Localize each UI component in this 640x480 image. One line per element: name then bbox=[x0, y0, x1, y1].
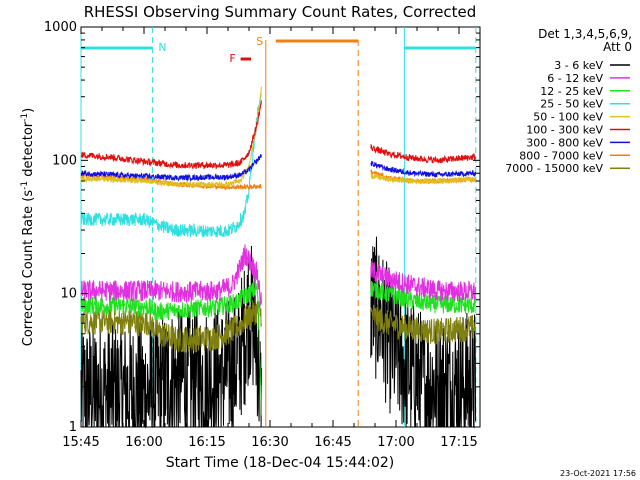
series-8-segment-0 bbox=[80, 300, 262, 353]
x-tick-label-6: 17:15 bbox=[440, 435, 477, 450]
axis-ticks bbox=[80, 27, 481, 428]
y-tick-label-1: 10 bbox=[60, 287, 77, 302]
flare-label: F bbox=[229, 52, 235, 65]
x-tick-label-4: 16:45 bbox=[314, 435, 351, 450]
y-tick-label-3: 1000 bbox=[44, 20, 77, 35]
chart-title: RHESSI Observing Summary Count Rates, Co… bbox=[84, 3, 477, 21]
x-tick-labels: 15:45 16:00 16:15 16:30 16:45 17:00 17:15 bbox=[62, 435, 477, 450]
y-axis-label-superscript-2: -1 bbox=[20, 113, 30, 122]
legend-entry-label-4: 50 - 100 keV bbox=[533, 111, 603, 124]
plot-area: N S F bbox=[80, 26, 481, 429]
legend-entry-label-0: 3 - 6 keV bbox=[554, 59, 603, 72]
series-layer bbox=[80, 86, 477, 429]
footer-timestamp: 23-Oct-2021 17:56 bbox=[560, 469, 636, 478]
x-tick-label-3: 16:30 bbox=[251, 435, 288, 450]
legend-entry-label-8: 7000 - 15000 keV bbox=[505, 162, 603, 175]
legend-entry-label-3: 25 - 50 keV bbox=[540, 98, 603, 111]
legend-entry-label-2: 12 - 25 keV bbox=[540, 85, 603, 98]
y-axis-label-middle: detector bbox=[21, 121, 36, 181]
series-4-segment-1 bbox=[370, 173, 477, 186]
series-8-segment-1 bbox=[370, 304, 477, 345]
x-tick-label-2: 16:15 bbox=[188, 435, 225, 450]
x-axis-label: Start Time (18-Dec-04 15:44:02) bbox=[166, 455, 394, 471]
legend-entry-label-7: 800 - 7000 keV bbox=[519, 149, 603, 162]
y-axis-label: Corrected Count Rate (s-1 detector-1) bbox=[20, 108, 36, 346]
series-2-segment-1 bbox=[370, 280, 477, 314]
series-1-segment-1 bbox=[370, 260, 476, 304]
series-2-segment-0 bbox=[80, 281, 262, 416]
y-axis-label-end: ) bbox=[21, 108, 36, 113]
x-tick-label-5: 17:00 bbox=[377, 435, 414, 450]
y-axis-label-superscript-1: -1 bbox=[20, 181, 30, 190]
saa-label: S bbox=[256, 35, 263, 48]
night-label: N bbox=[158, 41, 166, 54]
series-3-segment-0 bbox=[80, 92, 262, 238]
series-5-segment-1 bbox=[370, 143, 477, 165]
y-axis-label-main: Corrected Count Rate (s bbox=[21, 190, 36, 347]
legend-entry-label-6: 300 - 800 keV bbox=[526, 136, 603, 149]
legend-header-attenuator: Att 0 bbox=[603, 40, 632, 54]
series-1-segment-0 bbox=[80, 244, 262, 306]
series-0-segment-0 bbox=[80, 245, 262, 429]
series-5-segment-0 bbox=[80, 100, 262, 170]
series-6-segment-0 bbox=[80, 154, 262, 182]
series-6-segment-1 bbox=[370, 160, 477, 178]
series-4-segment-0 bbox=[80, 86, 262, 189]
x-tick-label-0: 15:45 bbox=[62, 435, 99, 450]
x-tick-label-1: 16:00 bbox=[125, 435, 162, 450]
y-tick-labels: 1 10 100 1000 bbox=[44, 20, 77, 435]
series-0-segment-1 bbox=[370, 236, 477, 429]
legend-header-detectors: Det 1,3,4,5,6,9, bbox=[538, 27, 632, 41]
y-tick-label-2: 100 bbox=[52, 153, 77, 168]
y-tick-label-0: 1 bbox=[69, 420, 77, 435]
legend-entry-label-1: 6 - 12 keV bbox=[547, 72, 603, 85]
legend-entry-label-5: 100 - 300 keV bbox=[526, 124, 603, 137]
